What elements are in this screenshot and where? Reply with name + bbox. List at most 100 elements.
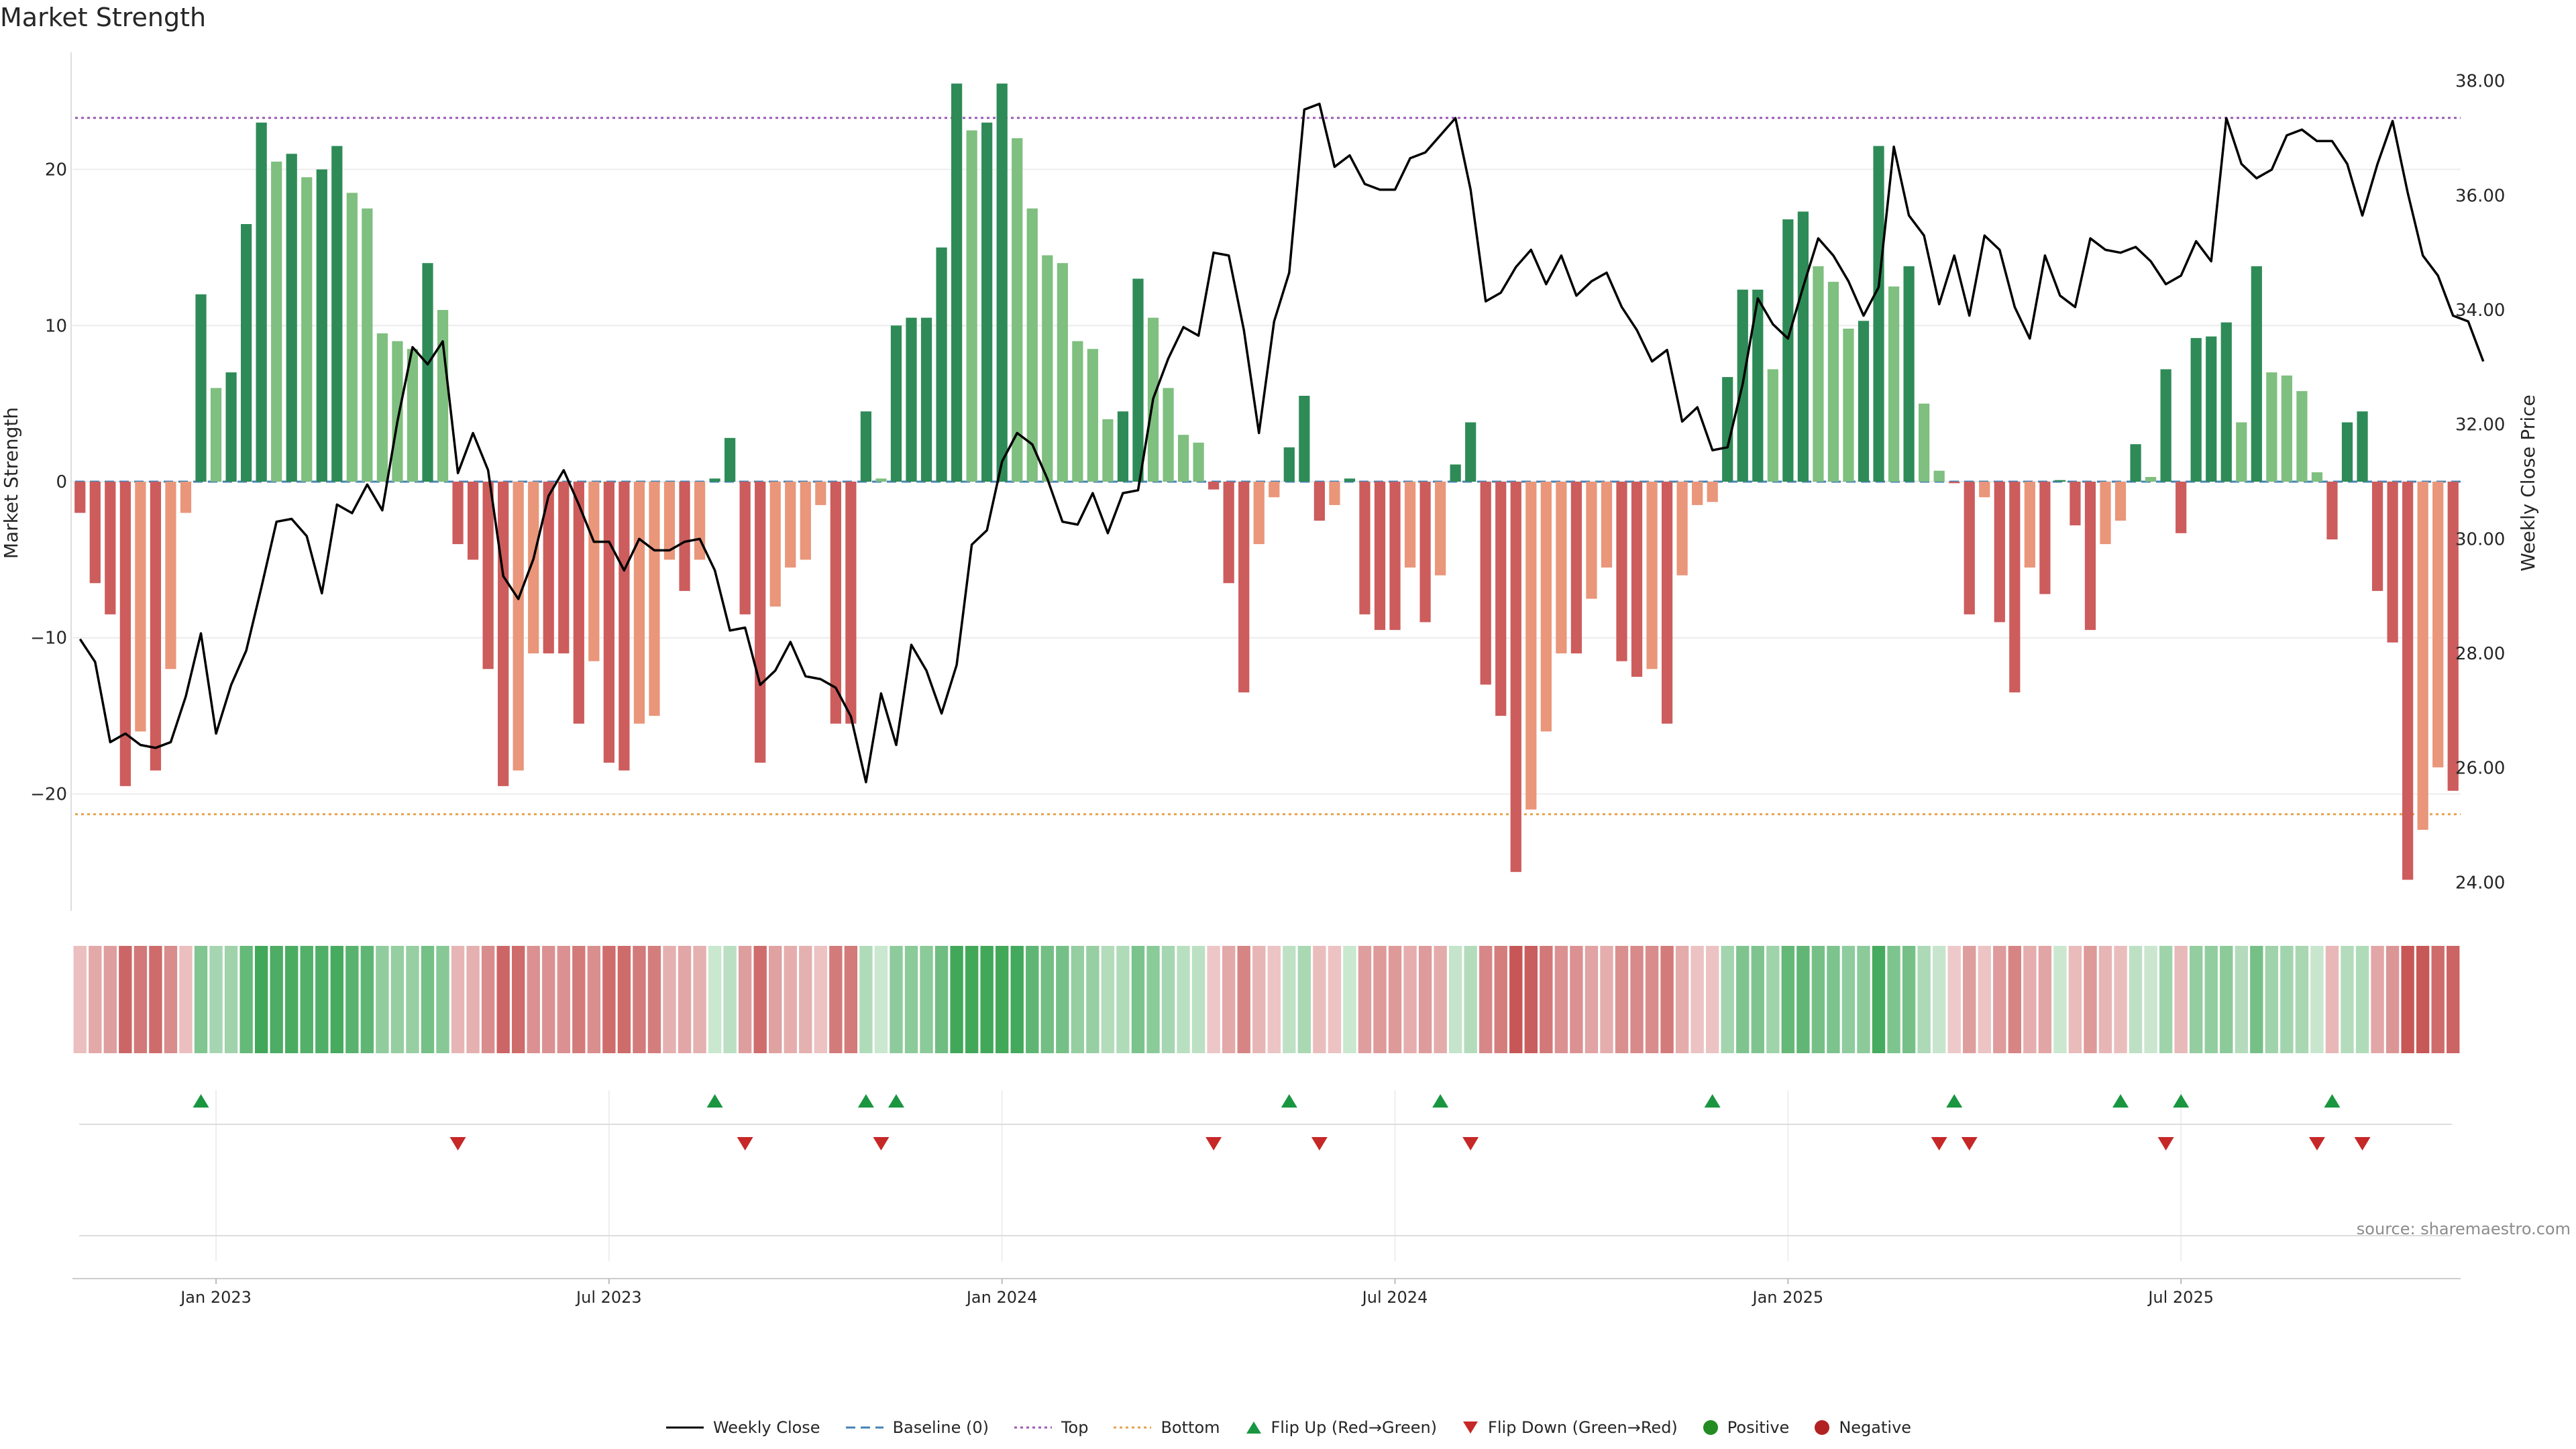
strength-bar <box>830 482 841 724</box>
heat-cell <box>2190 946 2203 1053</box>
strength-bar <box>951 83 963 482</box>
strength-bar <box>1827 282 1839 482</box>
flip-down-marker <box>1311 1137 1328 1150</box>
strength-bar <box>1283 447 1295 482</box>
heat-cell <box>1917 946 1931 1053</box>
strength-bar <box>422 263 433 482</box>
strength-bar <box>1843 328 1854 482</box>
heat-cell <box>224 946 238 1053</box>
heat-cell <box>980 946 994 1053</box>
heat-cell <box>904 946 918 1053</box>
flip-up-marker <box>706 1094 723 1108</box>
heat-cell <box>1827 946 1840 1053</box>
strength-bar <box>1026 208 1038 482</box>
strength-bar <box>1177 435 1189 482</box>
heat-cell <box>527 946 540 1053</box>
strength-bar <box>769 482 781 607</box>
heat-cell <box>829 946 843 1053</box>
heat-cell <box>149 946 162 1053</box>
heat-cell <box>194 946 208 1053</box>
heat-cell <box>2053 946 2067 1053</box>
heat-cell <box>1388 946 1402 1053</box>
heat-cell <box>2068 946 2082 1053</box>
tick-labels: −20 −10 0 10 20 24.00 26.00 28.00 30.00 32.00 34.0… <box>30 72 2505 1307</box>
heat-cell <box>1040 946 1054 1053</box>
heat-cell <box>133 946 148 1053</box>
heat-cell <box>496 946 510 1053</box>
strength-bar <box>2100 482 2111 545</box>
strength-bar <box>1540 482 1552 732</box>
heat-cell <box>950 946 963 1053</box>
heat-cell <box>1056 946 1069 1053</box>
heat-cell <box>481 946 495 1053</box>
strength-bar <box>105 482 116 614</box>
flip-up-marker <box>2112 1094 2129 1108</box>
heat-cell <box>1131 946 1145 1053</box>
heat-cell <box>1479 946 1493 1053</box>
strength-bar <box>1057 263 1068 482</box>
strength-bar <box>1435 482 1446 576</box>
strength-heat-strip <box>73 946 2460 1053</box>
strength-bar <box>2357 411 2368 482</box>
heat-cell <box>1615 946 1629 1053</box>
heat-cell <box>1766 946 1780 1053</box>
heat-cell <box>1872 946 1886 1053</box>
heat-cell <box>1237 946 1250 1053</box>
strength-bar <box>135 482 146 732</box>
strength-bar <box>1510 482 1521 872</box>
x-tick-label: Jan 2023 <box>179 1288 252 1307</box>
heat-cell <box>1267 946 1281 1053</box>
heat-cell <box>1570 946 1583 1053</box>
strength-bar <box>875 478 887 482</box>
strength-bar <box>1450 464 1461 482</box>
heat-cell <box>663 946 676 1053</box>
heat-cell <box>1947 946 1961 1053</box>
strength-bars <box>74 83 2459 880</box>
strength-bar <box>1525 482 1537 810</box>
strength-bar <box>1646 482 1658 669</box>
strength-bar <box>2387 482 2398 643</box>
heat-cell <box>1660 946 1674 1053</box>
strength-bar <box>1556 482 1567 653</box>
heat-cell <box>2159 946 2173 1053</box>
strength-bar <box>558 482 570 653</box>
heat-cell <box>1448 946 1462 1053</box>
strength-bar <box>1132 278 1144 482</box>
strength-bar <box>1163 388 1174 482</box>
heat-cell <box>1313 946 1326 1053</box>
heat-cell <box>2310 946 2324 1053</box>
strength-bar <box>2024 482 2035 568</box>
strength-bar <box>2084 482 2096 631</box>
flip-down-marker <box>1205 1137 1222 1150</box>
heat-cell <box>2084 946 2097 1053</box>
heat-cell <box>1222 946 1236 1053</box>
strength-bar <box>785 482 796 568</box>
legend-label: Flip Down (Green→Red) <box>1488 1418 1678 1437</box>
heat-cell <box>1811 946 1825 1053</box>
heat-cell <box>1690 946 1704 1053</box>
strength-bar <box>1419 482 1431 623</box>
strength-bar <box>1979 482 1990 498</box>
strength-bar <box>679 482 690 591</box>
strength-bar <box>936 247 947 482</box>
heat-cell <box>2038 946 2052 1053</box>
heat-cell <box>209 946 223 1053</box>
heat-cell <box>1328 946 1342 1053</box>
strength-bar <box>301 177 313 482</box>
heat-cell <box>920 946 933 1053</box>
legend-label: Positive <box>1727 1418 1790 1437</box>
flip-up-marker <box>2324 1094 2341 1108</box>
heat-cell <box>602 946 616 1053</box>
heat-cell <box>2023 946 2037 1053</box>
heat-cell <box>451 946 465 1053</box>
heat-cell <box>330 946 343 1053</box>
source-credit: source: sharemaestro.com <box>2356 1220 2571 1238</box>
strength-bar <box>2039 482 2051 594</box>
heat-cell <box>2250 946 2263 1053</box>
strength-bar <box>467 482 479 560</box>
heat-cell <box>2385 946 2400 1053</box>
legend-swatch-dotted-icon <box>1114 1426 1152 1429</box>
flip-down-marker <box>449 1137 466 1150</box>
strength-bar <box>1253 482 1265 545</box>
flip-down-marker <box>1462 1137 1479 1150</box>
